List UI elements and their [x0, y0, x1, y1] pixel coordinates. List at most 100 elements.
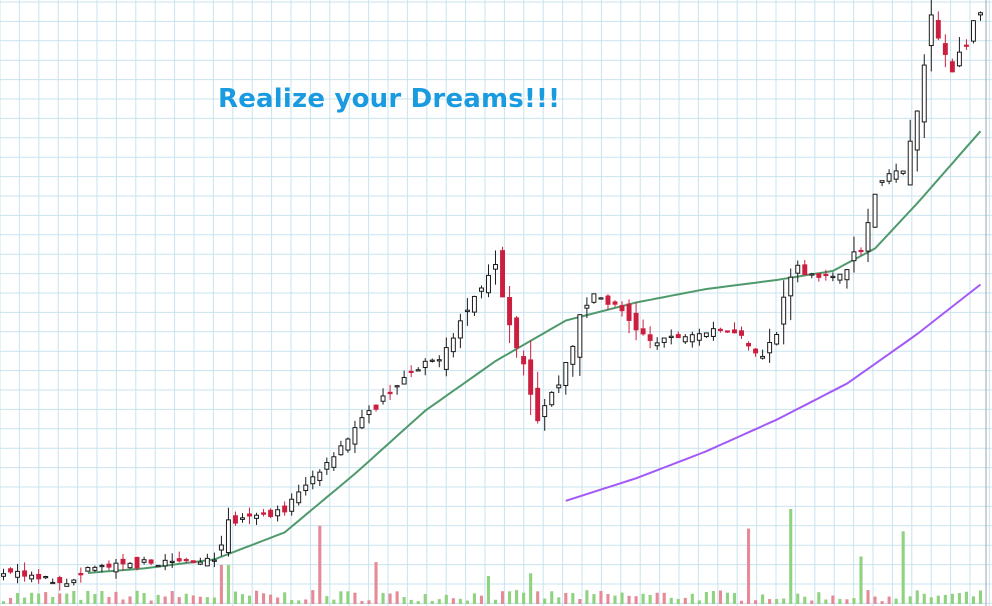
- volume-bar: [536, 591, 540, 604]
- candle: [837, 273, 843, 284]
- volume-bar: [908, 596, 912, 604]
- volume-bar: [789, 509, 793, 604]
- candle: [268, 508, 274, 519]
- candle: [689, 331, 695, 348]
- volume-bar: [852, 598, 856, 604]
- candle-body: [197, 561, 203, 565]
- volume-bar: [655, 592, 659, 604]
- candle-body: [261, 512, 267, 515]
- volume-bar: [346, 591, 350, 604]
- candle-body: [436, 359, 442, 362]
- candle: [767, 328, 773, 363]
- volume-bar: [838, 598, 842, 604]
- candle-body: [162, 559, 168, 567]
- candle: [429, 358, 435, 363]
- volume-bar: [810, 600, 814, 604]
- candle: [352, 420, 358, 453]
- candle: [956, 37, 962, 68]
- volume-bar: [353, 592, 357, 604]
- volume-bar: [430, 600, 434, 604]
- volume-bar: [739, 600, 744, 604]
- volume-bar: [332, 599, 336, 604]
- candle-body: [746, 342, 752, 347]
- volume-bar: [915, 590, 919, 604]
- volume-bar: [135, 590, 139, 604]
- volume-bar: [339, 591, 343, 604]
- candle: [703, 332, 709, 338]
- candle: [563, 361, 569, 395]
- candle: [493, 250, 498, 285]
- candle-body: [486, 274, 491, 294]
- candle: [577, 314, 583, 376]
- volume-bar: [247, 595, 252, 604]
- candle-body: [717, 328, 723, 332]
- volume-bar: [374, 562, 378, 604]
- candle: [282, 501, 288, 516]
- volume-bar: [775, 598, 779, 604]
- candle-body: [282, 505, 288, 513]
- volume-bar: [718, 590, 722, 604]
- candle-body: [85, 567, 91, 572]
- volume-bar: [648, 594, 652, 604]
- candle: [155, 564, 161, 568]
- candle-body: [865, 222, 871, 252]
- candle-body: [43, 575, 49, 579]
- candle: [696, 328, 702, 346]
- candle: [753, 347, 759, 357]
- candle: [373, 404, 379, 412]
- candle: [486, 264, 491, 298]
- volume-bar: [676, 598, 680, 604]
- volume-bar: [522, 592, 526, 604]
- candle: [612, 300, 618, 307]
- candle-body: [781, 296, 787, 325]
- volume-bar: [388, 593, 392, 604]
- volume-bar: [205, 597, 209, 604]
- candle-body: [556, 384, 562, 389]
- candle: [78, 567, 84, 583]
- candle: [591, 293, 597, 304]
- candle: [710, 321, 716, 341]
- candle: [176, 551, 182, 563]
- volume-bar: [325, 596, 329, 604]
- volume-bar: [121, 599, 125, 604]
- candle: [261, 508, 267, 517]
- volume-bar: [922, 593, 926, 604]
- volume-bar: [578, 598, 582, 604]
- volume-bar: [669, 597, 673, 604]
- volume-bar: [641, 593, 645, 604]
- candle: [345, 437, 351, 453]
- candle: [422, 358, 428, 376]
- candle-body: [275, 509, 281, 517]
- candle: [914, 110, 920, 172]
- candle-body: [36, 573, 42, 580]
- candle: [514, 316, 520, 358]
- volume-bar: [606, 593, 610, 604]
- candle: [717, 327, 723, 333]
- candle: [141, 556, 147, 565]
- candle-body: [408, 370, 414, 374]
- candle-body: [753, 348, 759, 354]
- candle-body: [303, 484, 309, 492]
- moving-average-fast: [87, 130, 982, 574]
- candle: [963, 39, 969, 50]
- volume-bar: [100, 591, 104, 604]
- volume-bar: [409, 599, 413, 604]
- candle-body: [29, 574, 35, 580]
- candle-body: [816, 273, 822, 278]
- volume-bar: [8, 597, 13, 604]
- candle-body: [795, 264, 801, 274]
- candle: [85, 566, 91, 572]
- candle-body: [78, 572, 84, 576]
- candle: [106, 560, 112, 571]
- volume-bar: [184, 593, 188, 604]
- volume-bar: [402, 597, 406, 604]
- volume-bar: [950, 593, 954, 604]
- candle-body: [549, 391, 555, 406]
- candle: [43, 575, 49, 580]
- volume-bar: [93, 594, 97, 604]
- volume-bar: [557, 597, 561, 604]
- candle: [415, 367, 421, 372]
- volume-bar: [177, 597, 181, 604]
- volume-bar: [367, 600, 371, 604]
